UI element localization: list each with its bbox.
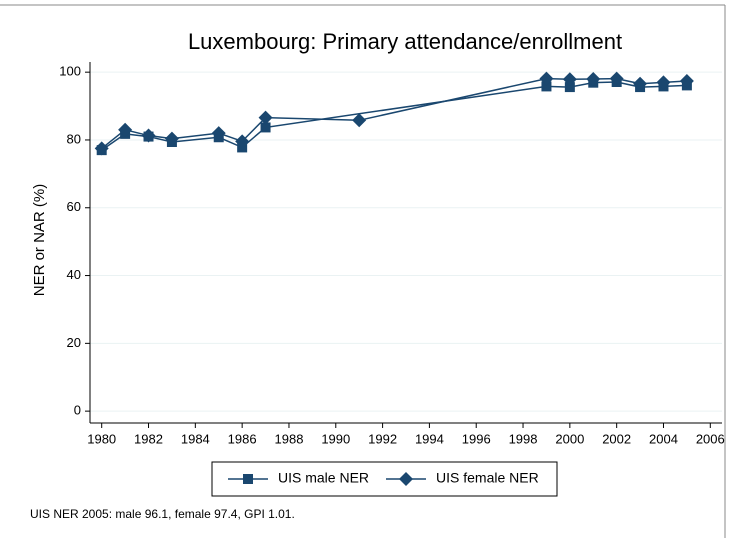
y-tick-label: 80	[67, 131, 81, 146]
marker	[609, 71, 624, 86]
y-tick-label: 40	[67, 267, 81, 282]
x-tick-label: 1988	[275, 431, 304, 446]
x-tick-label: 1980	[87, 431, 116, 446]
marker	[539, 71, 554, 86]
marker	[118, 122, 133, 137]
marker	[164, 131, 179, 146]
marker	[235, 134, 250, 149]
x-tick-label: 1992	[368, 431, 397, 446]
marker	[211, 126, 226, 141]
x-tick-label: 1986	[228, 431, 257, 446]
x-tick-label: 2006	[696, 431, 725, 446]
legend-box	[211, 461, 558, 497]
marker	[679, 73, 694, 88]
y-tick-label: 0	[74, 403, 81, 418]
y-tick-label: 60	[67, 199, 81, 214]
legend-label: UIS female NER	[436, 470, 539, 486]
legend-label: UIS male NER	[278, 470, 369, 486]
y-tick-label: 100	[59, 64, 81, 79]
x-tick-label: 1982	[134, 431, 163, 446]
marker	[258, 110, 273, 125]
x-tick-label: 2002	[602, 431, 631, 446]
marker	[564, 82, 575, 93]
marker	[94, 141, 109, 156]
chart-title: Luxembourg: Primary attendance/enrollmen…	[188, 29, 622, 54]
x-tick-label: 1994	[415, 431, 444, 446]
x-tick-label: 1996	[462, 431, 491, 446]
y-tick-label: 20	[67, 335, 81, 350]
legend-marker	[243, 474, 253, 484]
note: UIS NER 2005: male 96.1, female 97.4, GP…	[30, 507, 295, 521]
y-axis-label: NER or NAR (%)	[31, 184, 48, 297]
marker	[260, 122, 271, 133]
marker	[541, 81, 552, 92]
x-tick-label: 2000	[555, 431, 584, 446]
marker	[633, 76, 648, 91]
marker	[656, 75, 671, 90]
legend-marker	[399, 472, 413, 486]
marker	[586, 71, 601, 86]
x-tick-label: 2004	[649, 431, 678, 446]
marker	[562, 72, 577, 87]
marker	[141, 128, 156, 143]
x-tick-label: 1984	[181, 431, 210, 446]
x-tick-label: 1990	[321, 431, 350, 446]
x-tick-label: 1998	[509, 431, 538, 446]
marker	[352, 113, 367, 128]
